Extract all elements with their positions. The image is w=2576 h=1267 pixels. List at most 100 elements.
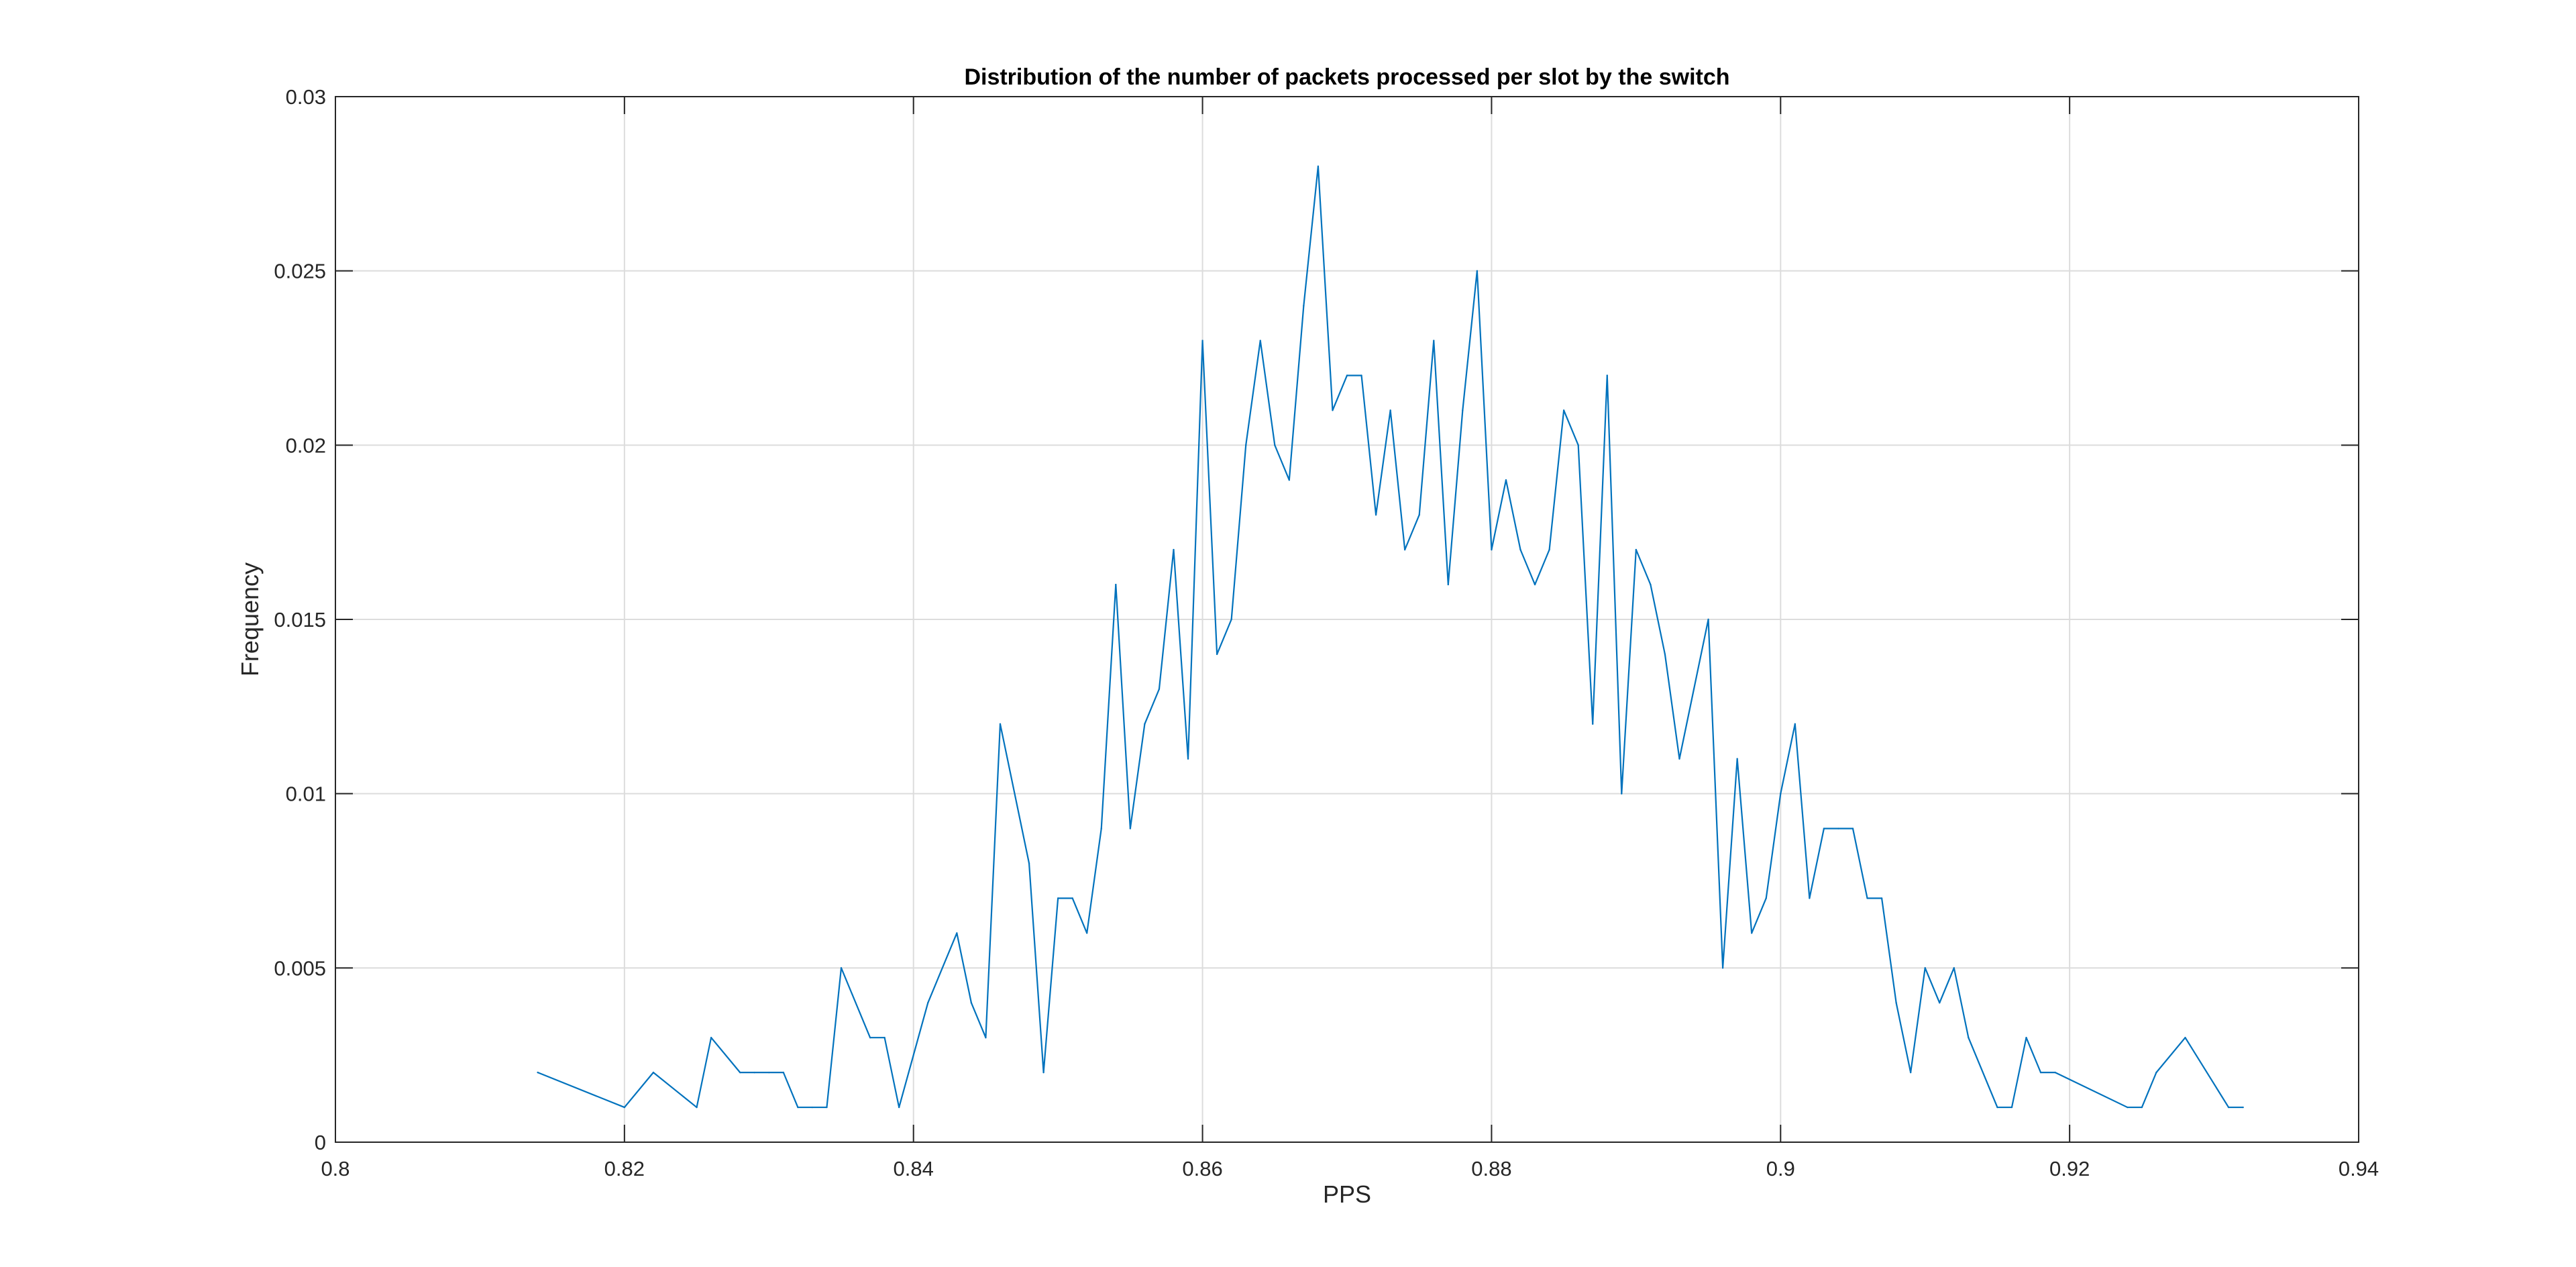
data-point — [652, 1071, 655, 1074]
data-point — [1158, 688, 1161, 691]
data-point — [1909, 1071, 1912, 1074]
data-point — [1505, 479, 1507, 481]
data-point — [1866, 897, 1868, 899]
data-point — [1086, 932, 1088, 934]
chart-title: Distribution of the number of packets pr… — [964, 64, 1729, 90]
y-tick-label: 0.005 — [274, 956, 326, 980]
x-tick-label: 0.88 — [1471, 1157, 1511, 1180]
data-point — [1823, 827, 1825, 829]
data-point — [1230, 618, 1232, 621]
data-point — [1939, 1002, 1941, 1004]
x-tick-labels: 0.8 0.82 0.84 0.86 0.88 0.9 0.92 0.94 — [321, 1157, 2379, 1180]
data-point — [1042, 1071, 1044, 1074]
y-axis-label: Frequency — [236, 562, 264, 676]
data-point — [1621, 793, 1623, 795]
data-point — [1216, 653, 1218, 656]
data-point — [1476, 270, 1479, 272]
data-point — [2227, 1106, 2230, 1109]
data-point — [2184, 1037, 2186, 1039]
x-tick-label: 0.94 — [2339, 1157, 2379, 1180]
data-point — [956, 932, 958, 934]
data-point — [999, 723, 1002, 725]
data-point — [869, 1037, 871, 1039]
data-point — [2155, 1071, 2157, 1074]
x-tick-label: 0.8 — [321, 1157, 350, 1180]
data-point — [1433, 340, 1435, 342]
x-tick-label: 0.92 — [2049, 1157, 2090, 1180]
y-tick-labels: 0 0.005 0.01 0.015 0.02 0.025 0.03 — [274, 85, 326, 1154]
data-point — [1851, 827, 1854, 829]
data-point — [1650, 583, 1652, 586]
data-point — [1678, 758, 1680, 760]
x-tick-label: 0.9 — [1766, 1157, 1795, 1180]
data-point — [1201, 340, 1203, 342]
data-point — [696, 1106, 698, 1109]
x-tick-label: 0.86 — [1182, 1157, 1222, 1180]
data-point — [1693, 688, 1695, 691]
data-point — [1389, 409, 1391, 411]
y-tick-label: 0 — [315, 1131, 326, 1154]
data-point — [1274, 444, 1276, 446]
y-tick-label: 0.03 — [286, 85, 326, 109]
y-tick-label: 0.015 — [274, 608, 326, 631]
data-point — [1780, 793, 1782, 795]
tick-marks — [335, 96, 2359, 1143]
data-point — [1548, 548, 1550, 551]
data-point — [2025, 1037, 2027, 1039]
data-point — [970, 1002, 973, 1004]
x-axis-label: PPS — [1323, 1180, 1371, 1208]
data-point — [1809, 897, 1811, 899]
data-point — [1794, 723, 1796, 725]
data-point — [1317, 165, 1320, 168]
data-point — [898, 1106, 900, 1109]
y-tick-label: 0.025 — [274, 260, 326, 283]
data-point — [1765, 897, 1767, 899]
data-point — [768, 1071, 770, 1074]
data-point — [1028, 862, 1030, 864]
series-layer — [537, 165, 2244, 1109]
data-point — [811, 1106, 814, 1109]
data-point — [797, 1106, 799, 1109]
data-point — [1360, 374, 1362, 376]
data-point — [1491, 548, 1493, 551]
data-point — [1562, 409, 1565, 411]
data-point — [1996, 1106, 1998, 1109]
data-point — [1057, 897, 1059, 899]
data-point — [985, 1037, 987, 1039]
data-point — [1447, 583, 1449, 586]
data-point — [1288, 479, 1291, 481]
data-point — [840, 967, 843, 969]
data-point — [1924, 967, 1926, 969]
data-point — [1144, 723, 1146, 725]
grid-lines — [335, 97, 2359, 1142]
data-point — [1519, 548, 1521, 551]
data-point — [1403, 548, 1406, 551]
data-point — [1418, 514, 1420, 516]
data-point — [883, 1037, 885, 1039]
x-tick-label: 0.82 — [604, 1157, 645, 1180]
data-point — [1635, 548, 1638, 551]
data-point — [1707, 618, 1709, 621]
series-line — [537, 165, 2243, 1109]
data-point — [1100, 827, 1102, 829]
data-point — [2054, 1071, 2056, 1074]
data-point — [710, 1037, 712, 1039]
data-point — [739, 1071, 741, 1074]
data-point — [1129, 827, 1132, 829]
data-point — [1187, 758, 1189, 760]
data-point — [2039, 1071, 2042, 1074]
data-point — [1895, 1002, 1897, 1004]
data-point — [1332, 409, 1334, 411]
data-point — [1577, 444, 1579, 446]
x-tick-label: 0.84 — [894, 1157, 934, 1180]
data-point — [2127, 1106, 2129, 1109]
data-point — [1534, 583, 1536, 586]
data-point — [623, 1106, 626, 1109]
data-point — [1115, 583, 1117, 586]
data-point — [2141, 1106, 2143, 1109]
data-point — [1173, 548, 1175, 551]
data-point — [1968, 1037, 1970, 1039]
data-point — [1606, 374, 1608, 376]
y-tick-label: 0.01 — [286, 782, 326, 806]
